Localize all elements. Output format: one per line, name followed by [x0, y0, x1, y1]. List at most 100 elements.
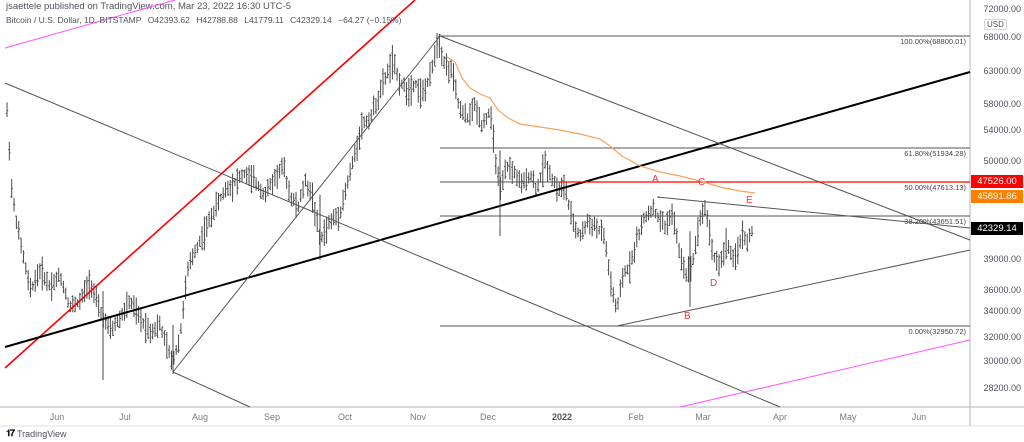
ohlc-bar [482, 113, 486, 129]
ohlc-bar [668, 209, 671, 227]
black-trendline[interactable] [4, 71, 971, 348]
ohlc-bar [313, 202, 317, 227]
ohlc-bar [278, 163, 281, 179]
ohlc-bar [346, 175, 349, 189]
time-tick-label: Oct [337, 412, 353, 422]
time-tick-label: Jun [49, 412, 65, 422]
ohlc-bar [57, 267, 60, 282]
ohlc-bar [15, 215, 18, 230]
ohlc-bar [565, 182, 568, 201]
ohlc-bar [532, 170, 535, 189]
ohlc-bar [675, 228, 678, 244]
ohlc-bar [421, 79, 425, 102]
triangle-upper-line[interactable] [656, 196, 971, 229]
brand-name[interactable]: TradingView [17, 428, 67, 439]
ohlc-bar [10, 178, 13, 199]
ohlc-bar [280, 157, 284, 175]
triangle-lower-line[interactable] [616, 249, 971, 327]
price-tick-label: 34000.00 [983, 306, 1021, 316]
ohlc-bar [687, 256, 690, 283]
ohlc-bar [717, 254, 721, 277]
ohlc-bar [156, 314, 159, 338]
ohlc-bar [534, 183, 537, 196]
moving-average-line[interactable] [446, 56, 756, 194]
ohlc-bar [529, 170, 533, 183]
ohlc-bar [424, 78, 427, 102]
ohlc-bar [727, 239, 730, 254]
gray-rising-trendline[interactable] [172, 35, 441, 373]
ohlc-bar [88, 269, 91, 300]
price-tick-label: 36000.00 [983, 285, 1021, 295]
ohlc-bar [128, 295, 131, 310]
ohlc-bar [142, 318, 145, 329]
ohlc-bar [607, 259, 610, 276]
price-tick-label: 68000.00 [983, 32, 1021, 42]
time-tick-label: Aug [191, 412, 209, 422]
gray-upper-descending-trendline[interactable] [439, 35, 971, 241]
tradingview-logo-icon[interactable]: 𝟏𝟕 [6, 428, 15, 438]
ohlc-bar [586, 213, 589, 228]
ohlc-bar [304, 173, 307, 187]
ohlc-bar [543, 150, 547, 169]
ohlc-bar [130, 297, 133, 310]
ohlc-bar [66, 297, 70, 308]
red-trendline[interactable] [4, 0, 416, 369]
ohlc-bar [165, 332, 168, 359]
ohlc-bar [365, 115, 368, 128]
ohlc-bar [386, 63, 389, 79]
ohlc-bar [684, 268, 688, 283]
ohlc-bar [269, 178, 272, 191]
price-tick-label: 63000.00 [983, 66, 1021, 76]
ohlc-bar [327, 215, 331, 230]
trendline-drawings[interactable] [4, 0, 971, 408]
ohlc-bar [377, 90, 380, 111]
symbol-name[interactable]: Bitcoin / U.S. Dollar, 1D, BITSTAMP [6, 15, 142, 25]
ohlc-bar [245, 167, 248, 185]
ohlc-bar [34, 269, 37, 292]
ohlc-bar [405, 82, 408, 106]
ohlc-bar [222, 187, 225, 200]
ohlc-bar [449, 59, 453, 79]
price-tag: 45891.86 [971, 190, 1023, 203]
time-tick-label: May [839, 412, 857, 422]
price-tick-label: 54000.00 [983, 125, 1021, 135]
ohlc-bar [266, 178, 270, 197]
ohlc-bar [351, 156, 354, 170]
ohlc-bar [553, 176, 556, 189]
ohlc-bar [372, 95, 375, 116]
price-tick-label: 50000.00 [983, 156, 1021, 166]
ohlc-bar [741, 220, 744, 250]
ohlc-bar [560, 177, 563, 198]
ohlc-bar [694, 236, 697, 255]
ohlc-bar [464, 103, 467, 123]
magenta-channel-upper[interactable] [4, 0, 176, 49]
fib-level-label: 61.80%(51934.28) [904, 149, 966, 158]
ohlc-bar [12, 197, 16, 212]
ohlc-bar [574, 221, 577, 239]
ohlc-bar [722, 241, 725, 266]
ohlc-bar [628, 251, 631, 284]
ohlc-bar [381, 68, 385, 96]
ohlc-bar [750, 226, 754, 237]
gray-lower-trendline[interactable] [172, 371, 251, 408]
ohlc-bar [656, 212, 660, 223]
ohlc-bar [682, 256, 685, 279]
ohlc-bar [699, 210, 702, 226]
ohlc-bar [506, 161, 509, 172]
ohlc-low: L41779.11 [244, 15, 284, 25]
ohlc-change: −64.27 (−0.15%) [338, 15, 402, 25]
ohlc-bar [706, 210, 709, 228]
ohlc-bar [642, 212, 646, 224]
currency-label[interactable]: USD [984, 19, 1007, 30]
ohlc-bar [92, 283, 96, 304]
ohlc-bar [226, 180, 230, 197]
magenta-channel-lower[interactable] [679, 339, 971, 408]
gray-descending-trendline[interactable] [4, 82, 781, 408]
ohlc-bar [595, 218, 599, 239]
ohlc-bar [701, 203, 704, 224]
ohlc-bar [661, 211, 664, 230]
ohlc-bar [83, 280, 86, 303]
ohlc-bar [652, 198, 655, 216]
ohlc-bar [522, 172, 526, 189]
